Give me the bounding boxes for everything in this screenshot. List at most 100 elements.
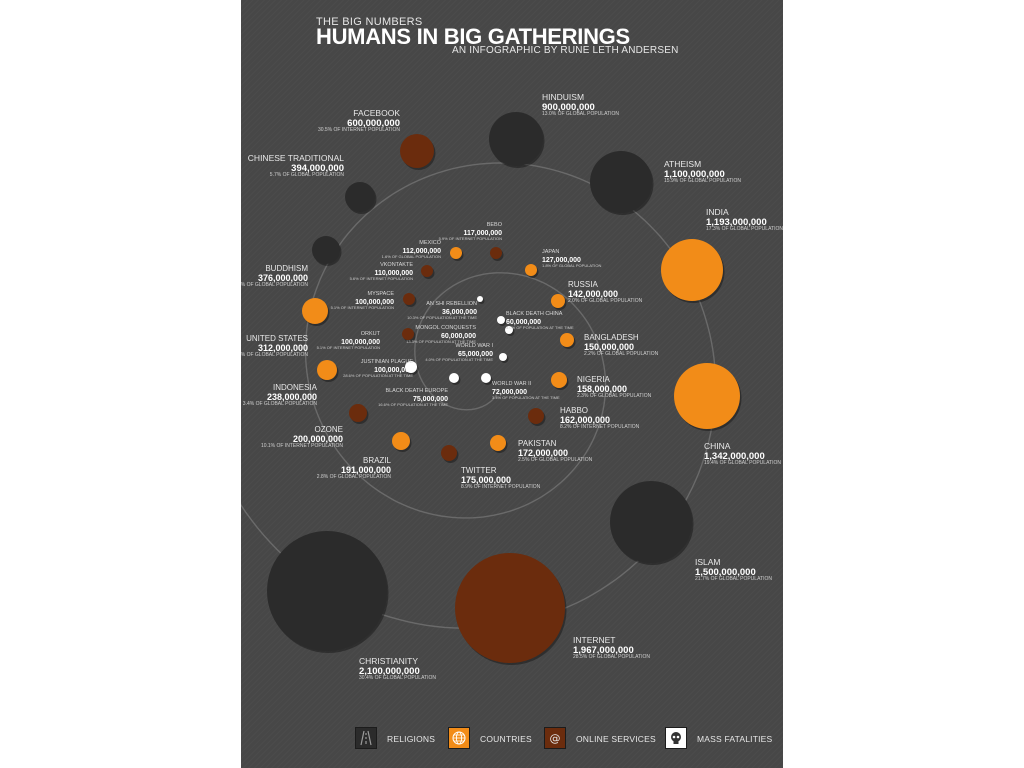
legend-label: COUNTRIES [480, 734, 532, 744]
label-china: CHINA 1,342,000,000 19.4% OF GLOBAL POPULA… [704, 442, 781, 466]
label-value: 162,000,000 [560, 415, 611, 425]
label-value: 100,000,000 [355, 298, 394, 306]
bubble-japan [525, 264, 537, 276]
bubble-brazil [392, 432, 410, 450]
label-pct: 15.9% OF GLOBAL POPULATION [664, 178, 741, 184]
bubble-vkontakte [421, 265, 433, 277]
bubble-world-war-ii [481, 373, 491, 383]
label-value: 394,000,000 [291, 162, 344, 174]
label-name: VKONTAKTE [380, 262, 413, 268]
label-hinduism: HINDUISM 900,000,000 13.0% OF GLOBAL POPUL… [542, 93, 619, 117]
label-name: MONGOL CONQUESTS [415, 325, 476, 331]
bubble-buddhism [312, 236, 340, 264]
label-pct: 5.4% OF GLOBAL POPULATION [241, 282, 308, 288]
label-value: 2,100,000,000 [359, 665, 420, 677]
label-value: 158,000,000 [577, 384, 628, 394]
at-sign-icon: @ [544, 727, 566, 749]
label-mexico: MEXICO 112,000,000 1.6% OF GLOBAL POPULATI… [381, 240, 441, 259]
label-name: PAKISTAN [518, 439, 557, 448]
label-pct: 2.3% OF GLOBAL POPULATION [577, 393, 652, 399]
label-pct: 5.0% OF POPULATION AT THE TIME [506, 324, 574, 330]
bubble-chinese-traditional [345, 182, 375, 212]
label-value: 150,000,000 [584, 342, 635, 352]
label-pct: 28.6% OF POPULATION AT THE TIME [343, 372, 413, 378]
label-value: 1,100,000,000 [664, 168, 725, 180]
label-value: 600,000,000 [347, 117, 400, 129]
label-chinese-traditional: CHINESE TRADITIONAL 394,000,000 5.7% OF GL… [248, 154, 344, 178]
label-world-war-ii: WORLD WAR II 72,000,000 3.4% OF POPULATION… [492, 381, 560, 400]
bubble-atheism [590, 151, 652, 213]
label-name: ISLAM [695, 557, 721, 567]
label-name: ORKUT [360, 331, 380, 337]
label-value: 200,000,000 [292, 434, 343, 444]
infographic-poster: THE BIG NUMBERS HUMANS IN BIG GATHERINGS… [241, 0, 783, 768]
bubble-myspace [403, 293, 415, 305]
label-name: JUSTINIAN PLAGUE [360, 359, 413, 365]
label-value: 75,000,000 [412, 395, 448, 403]
label-value: 127,000,000 [542, 256, 581, 264]
label-name: BRAZIL [362, 456, 391, 465]
header-pretitle: THE BIG NUMBERS [316, 16, 423, 28]
label-pct: 4.5% OF GLOBAL POPULATION [241, 352, 308, 358]
label-pakistan: PAKISTAN 172,000,000 2.5% OF GLOBAL POPULA… [518, 440, 592, 463]
label-pct: 1.6% OF GLOBAL POPULATION [381, 253, 441, 259]
label-value: 175,000,000 [461, 475, 512, 485]
label-black-death-europe: BLACK DEATH EUROPE 75,000,000 16.6% OF POP… [378, 388, 448, 407]
label-name: WORLD WAR II [492, 381, 532, 387]
label-pct: 13.0% OF GLOBAL POPULATION [542, 111, 619, 117]
bubble-islam [610, 481, 692, 563]
label-value: 238,000,000 [266, 392, 317, 402]
bubble-twitter [441, 445, 457, 461]
label-name: INDIA [706, 207, 729, 217]
label-united-states: UNITED STATES 312,000,000 4.5% OF GLOBAL P… [241, 335, 308, 358]
bubble-spiral [241, 112, 742, 665]
label-pct: 2.2% OF GLOBAL POPULATION [584, 351, 659, 357]
label-internet: INTERNET 1,967,000,000 28.5% OF GLOBAL POP… [573, 636, 650, 660]
legend-label: RELIGIONS [387, 734, 436, 744]
label-value: 900,000,000 [542, 101, 595, 113]
label-islam: ISLAM 1,500,000,000 21.7% OF GLOBAL POPULA… [695, 558, 772, 582]
label-value: 60,000,000 [440, 332, 476, 340]
label-pct: 5.9% OF INTERNET POPULATION [438, 235, 502, 241]
bubble-christianity [267, 531, 387, 651]
label-pct: 2.0% OF GLOBAL POPULATION [568, 298, 643, 304]
label-world-war-i: WORLD WAR I 65,000,000 4.0% OF POPULATION … [425, 343, 493, 362]
label-name: HABBO [560, 406, 589, 415]
bubble-internet [455, 553, 565, 663]
label-name: CHINA [704, 441, 731, 451]
label-value: 100,000,000 [341, 338, 380, 346]
label-name: FACEBOOK [353, 108, 400, 118]
label-value: 112,000,000 [402, 247, 441, 255]
label-pct: 17.3% OF GLOBAL POPULATION [706, 226, 783, 232]
label-name: WORLD WAR I [455, 343, 493, 349]
label-bangladesh: BANGLADESH 150,000,000 2.2% OF GLOBAL POPU… [584, 334, 658, 357]
bubble-orkut [402, 328, 414, 340]
label-name: TWITTER [461, 466, 497, 475]
bubble-hinduism [489, 112, 543, 166]
bubble-mongol-conquests [505, 326, 513, 334]
legend: RELIGIONS COUNTRIES @ ONLINE SERVICES MA… [241, 725, 783, 755]
label-pct: 16.6% OF POPULATION AT THE TIME [378, 401, 448, 407]
bubble-bebo [490, 247, 502, 259]
label-value: 110,000,000 [374, 269, 413, 277]
label-value: 1,967,000,000 [573, 644, 634, 656]
label-name: CHRISTIANITY [359, 656, 419, 666]
header-title: HUMANS IN BIG GATHERINGS [316, 24, 630, 49]
label-myspace: MYSPACE 100,000,000 5.1% OF INTERNET POPUL… [331, 291, 394, 310]
label-justinian-plague: JUSTINIAN PLAGUE 100,000,000 28.6% OF POPU… [343, 359, 413, 378]
label-name: BEBO [486, 222, 502, 228]
label-value: 172,000,000 [518, 448, 569, 458]
label-orkut: ORKUT 100,000,000 5.1% OF INTERNET POPULAT… [317, 331, 380, 350]
label-pct: 10.1% OF INTERNET POPULATION [260, 443, 343, 449]
label-pct: 10.3% OF POPULATION AT THE TIME [407, 314, 477, 320]
label-buddhism: BUDDHISM 376,000,000 5.4% OF GLOBAL POPULA… [241, 265, 308, 288]
label-facebook: FACEBOOK 600,000,000 30.5% OF INTERNET POP… [318, 109, 400, 133]
bubble-indonesia [317, 360, 337, 380]
label-value: 65,000,000 [457, 350, 493, 358]
label-black-death-china: BLACK DEATH CHINA 60,000,000 5.0% OF POPUL… [506, 311, 574, 330]
bubble-ozone [349, 404, 367, 422]
label-value: 117,000,000 [463, 229, 502, 237]
label-habbo: HABBO 162,000,000 8.2% OF INTERNET POPULAT… [560, 407, 639, 430]
label-name: HINDUISM [542, 92, 585, 102]
label-pct: 1.8% OF GLOBAL POPULATION [542, 262, 602, 268]
